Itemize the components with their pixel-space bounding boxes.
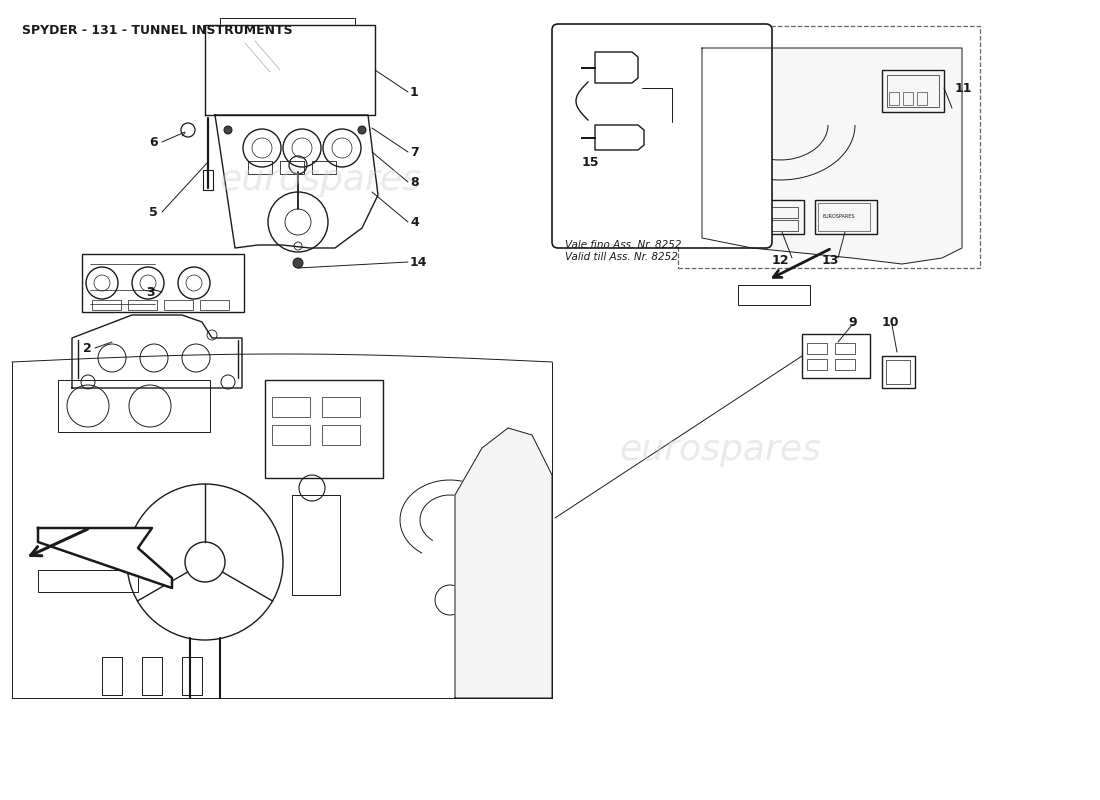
Text: 10: 10 — [882, 315, 900, 329]
Text: 12: 12 — [772, 254, 790, 266]
Text: 9: 9 — [848, 315, 857, 329]
Bar — [280, 161, 304, 174]
Bar — [598, 58, 608, 78]
Bar — [307, 105, 322, 112]
Bar — [272, 425, 310, 445]
Text: 14: 14 — [410, 255, 428, 269]
Text: 13: 13 — [822, 254, 839, 266]
Polygon shape — [214, 115, 378, 248]
Bar — [39, 570, 138, 592]
Bar — [585, 132, 595, 147]
Bar — [610, 58, 621, 78]
Bar — [322, 425, 360, 445]
Text: 8: 8 — [410, 175, 419, 189]
Text: 5: 5 — [150, 206, 158, 218]
Bar — [204, 170, 213, 190]
Bar — [610, 132, 621, 147]
Polygon shape — [72, 315, 242, 388]
Bar — [228, 96, 240, 103]
Circle shape — [358, 126, 366, 134]
Text: 2: 2 — [84, 342, 92, 354]
Bar — [212, 96, 224, 103]
Text: 15: 15 — [582, 155, 600, 169]
Bar — [82, 254, 244, 312]
Bar — [886, 360, 910, 384]
Bar — [738, 285, 810, 305]
Bar — [212, 78, 224, 85]
Text: Vale fino Ass. Nr. 8252
Valid till Ass. Nr. 8252: Vale fino Ass. Nr. 8252 Valid till Ass. … — [565, 240, 682, 262]
Bar — [231, 105, 246, 112]
Bar — [917, 92, 927, 105]
Bar — [755, 207, 797, 218]
Bar — [678, 26, 980, 268]
Bar — [58, 380, 210, 432]
Bar — [228, 87, 240, 94]
Bar — [102, 657, 122, 695]
Bar — [815, 200, 877, 234]
Bar — [212, 87, 224, 94]
Bar — [292, 495, 340, 595]
Text: 6: 6 — [150, 135, 158, 149]
Polygon shape — [39, 528, 172, 588]
Bar — [265, 380, 383, 478]
Polygon shape — [702, 48, 962, 264]
Circle shape — [224, 126, 232, 134]
Bar — [288, 105, 302, 112]
Bar — [887, 75, 939, 107]
Bar — [212, 105, 227, 112]
Text: 3: 3 — [146, 286, 155, 298]
Bar — [585, 58, 595, 78]
Bar — [272, 397, 310, 417]
Circle shape — [293, 258, 303, 268]
Polygon shape — [205, 25, 375, 115]
Bar — [818, 203, 870, 231]
FancyBboxPatch shape — [552, 24, 772, 248]
Bar — [142, 657, 162, 695]
Bar — [598, 132, 608, 147]
Bar — [200, 300, 229, 310]
Bar — [835, 343, 855, 354]
Bar — [807, 359, 827, 370]
Bar — [270, 105, 284, 112]
Bar — [882, 70, 944, 112]
Text: eurospares: eurospares — [619, 433, 821, 467]
Bar — [248, 161, 272, 174]
Bar — [903, 92, 913, 105]
Bar — [835, 359, 855, 370]
Bar — [882, 356, 915, 388]
Bar — [220, 18, 355, 28]
Text: 7: 7 — [410, 146, 419, 158]
Bar — [250, 105, 265, 112]
Bar — [164, 300, 192, 310]
Bar — [230, 38, 330, 78]
Text: EUROSPARES: EUROSPARES — [822, 214, 855, 219]
Polygon shape — [455, 428, 552, 698]
Text: 11: 11 — [955, 82, 972, 94]
Bar — [807, 343, 827, 354]
Text: SPYDER - 131 - TUNNEL INSTRUMENTS: SPYDER - 131 - TUNNEL INSTRUMENTS — [22, 24, 293, 37]
Bar — [752, 200, 804, 234]
Bar — [755, 220, 797, 231]
Text: eurospares: eurospares — [219, 163, 421, 197]
Bar — [322, 397, 360, 417]
Bar — [182, 657, 202, 695]
Text: 1: 1 — [410, 86, 419, 98]
Bar — [228, 78, 240, 85]
Bar — [802, 334, 870, 378]
Text: 4: 4 — [410, 215, 419, 229]
Bar — [312, 161, 336, 174]
Bar — [889, 92, 899, 105]
Bar — [92, 300, 121, 310]
Bar — [128, 300, 157, 310]
